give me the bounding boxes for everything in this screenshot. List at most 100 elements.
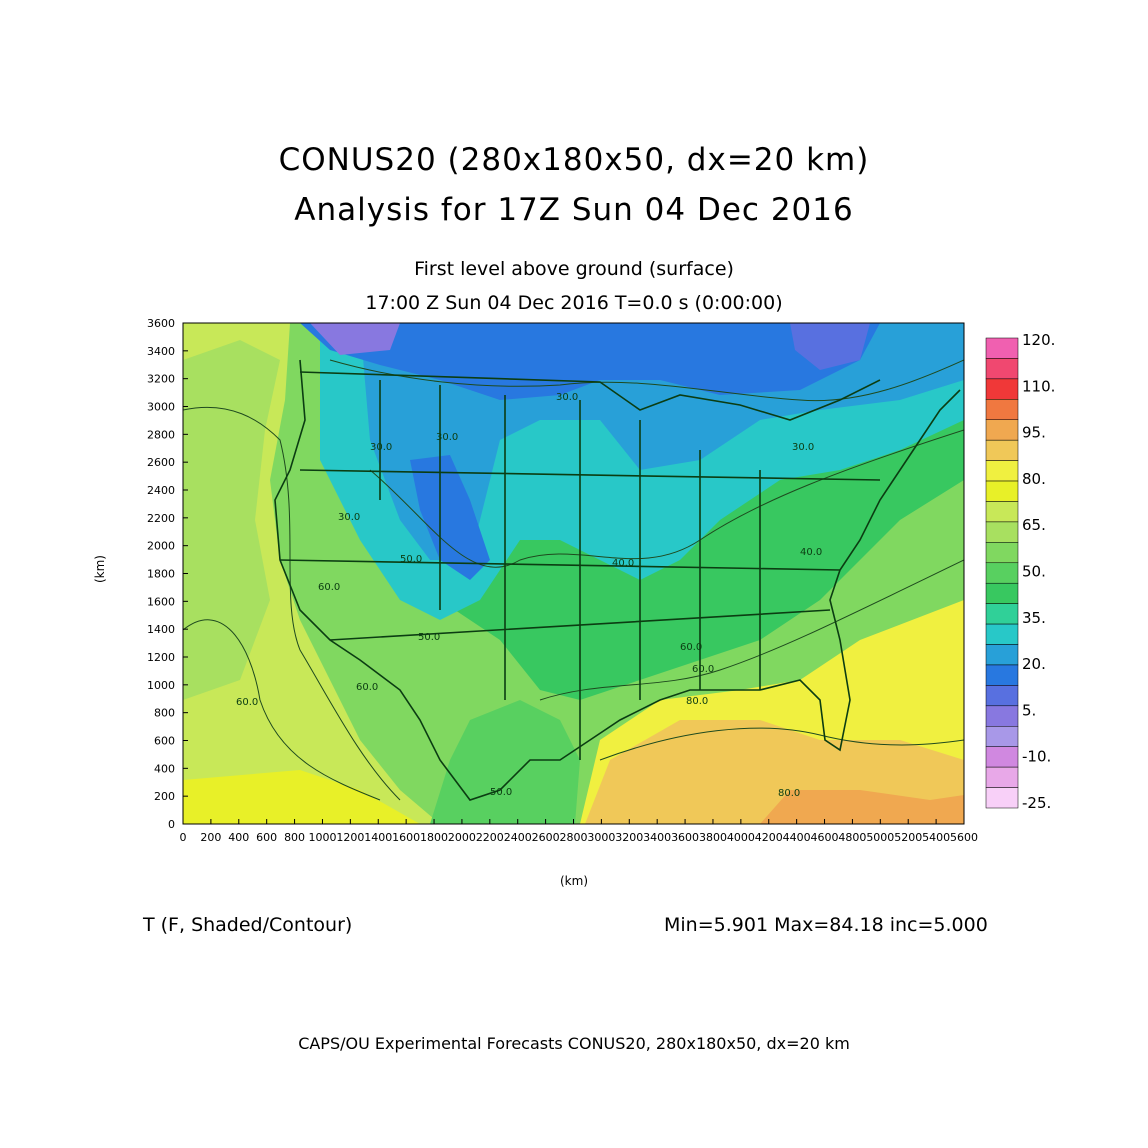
colorbar-label: 5. — [1022, 701, 1036, 719]
contour-label: 40.0 — [800, 547, 822, 558]
colorbar-swatch — [985, 787, 1019, 809]
y-axis: 0 200 400 600 800 1000 1200 1400 1600 1800 2000 220… — [147, 317, 188, 831]
contour-label: 30.0 — [370, 442, 392, 453]
x-tick-label: 400 — [228, 831, 249, 844]
x-tick-label: 2000 — [448, 831, 476, 844]
colorbar-swatch — [985, 337, 1019, 359]
colorbar-swatch — [985, 644, 1019, 666]
x-tick-label: 600 — [256, 831, 277, 844]
y-tick-label: 2400 — [147, 484, 175, 497]
y-tick-label: 1800 — [147, 568, 175, 581]
contour-label: 60.0 — [692, 664, 714, 675]
subtitle-time: 17:00 Z Sun 04 Dec 2016 T=0.0 s (0:00:00… — [365, 292, 783, 314]
contour-label: 50.0 — [418, 632, 440, 643]
credits: CAPS/OU Experimental Forecasts CONUS20, … — [298, 1034, 850, 1053]
colorbar-label: -10. — [1022, 748, 1051, 766]
y-tick-label: 800 — [154, 707, 175, 720]
field-description: T (F, Shaded/Contour) — [143, 914, 353, 936]
contour-label: 60.0 — [318, 582, 340, 593]
colorbar-label: 20. — [1022, 655, 1046, 673]
x-tick-label: 2600 — [532, 831, 560, 844]
x-tick-label: 3600 — [671, 831, 699, 844]
colorbar-swatch — [985, 766, 1019, 788]
colorbar-swatch — [985, 439, 1019, 461]
colorbar-label: 110. — [1022, 377, 1055, 395]
colorbar-swatch — [985, 562, 1019, 584]
colorbar-label: 35. — [1022, 609, 1046, 627]
subtitle-level: First level above ground (surface) — [414, 258, 734, 280]
colorbar-swatch — [985, 399, 1019, 420]
x-tick-label: 3800 — [699, 831, 727, 844]
state-boundaries — [274, 359, 961, 801]
colorbar-swatch — [985, 378, 1019, 400]
x-tick-label: 4800 — [838, 831, 866, 844]
colorbar-swatch — [985, 726, 1019, 747]
contour-label: 60.0 — [236, 697, 258, 708]
y-tick-label: 1200 — [147, 651, 175, 664]
y-tick-label: 400 — [154, 762, 175, 775]
contour-label: 30.0 — [556, 392, 578, 403]
x-tick-label: 1400 — [364, 831, 392, 844]
contour-label: 30.0 — [792, 442, 814, 453]
contour-label: 50.0 — [490, 787, 512, 798]
y-tick-label: 3600 — [147, 317, 175, 330]
x-tick-label: 3000 — [587, 831, 615, 844]
y-tick-label: 1000 — [147, 679, 175, 692]
colorbar-swatch — [985, 664, 1019, 686]
x-axis-label: (km) — [560, 874, 589, 888]
x-tick-label: 800 — [284, 831, 305, 844]
contour-label: 50.0 — [400, 554, 422, 565]
colorbar-swatch — [985, 358, 1019, 380]
x-tick-label: 4200 — [755, 831, 783, 844]
colorbar-label: -25. — [1022, 794, 1051, 812]
x-tick-label: 2400 — [504, 831, 532, 844]
contour-lines — [183, 359, 964, 801]
contour-labels: 30.0 30.0 30.0 30.0 30.0 40.0 40.0 50.0 … — [236, 392, 822, 799]
x-tick-label: 5000 — [866, 831, 894, 844]
colorbar-label: 120. — [1022, 331, 1055, 349]
x-tick-label: 200 — [200, 831, 221, 844]
colorbar-swatch — [985, 542, 1019, 564]
contour-label: 60.0 — [680, 642, 702, 653]
x-tick-label: 2200 — [476, 831, 504, 844]
colorbar-swatch — [985, 501, 1019, 523]
shaded-field — [183, 323, 964, 824]
colorbar: 120. 110. 95. 80. 65. 50. 35. 20. 5. -10. -25. — [985, 331, 1055, 812]
colorbar-swatch — [985, 746, 1019, 768]
x-tick-label: 1200 — [336, 831, 364, 844]
x-tick-label: 5600 — [950, 831, 978, 844]
x-axis: 0 200 400 600 800 1000 1200 1400 1600 1800 2000 220… — [180, 819, 978, 844]
y-tick-label: 200 — [154, 790, 175, 803]
colorbar-label: 50. — [1022, 563, 1046, 581]
y-tick-label: 600 — [154, 735, 175, 748]
y-tick-label: 3000 — [147, 401, 175, 414]
x-tick-label: 4400 — [783, 831, 811, 844]
contour-label: 40.0 — [612, 558, 634, 569]
x-tick-label: 1600 — [392, 831, 420, 844]
colorbar-swatch — [985, 480, 1019, 502]
colorbar-label: 80. — [1022, 470, 1046, 488]
contour-label: 80.0 — [778, 788, 800, 799]
y-tick-label: 3400 — [147, 345, 175, 358]
x-tick-label: 3400 — [643, 831, 671, 844]
y-tick-label: 2200 — [147, 512, 175, 525]
x-tick-label: 2800 — [560, 831, 588, 844]
title-line-2: Analysis for 17Z Sun 04 Dec 2016 — [294, 192, 854, 228]
colorbar-label: 65. — [1022, 516, 1046, 534]
colorbar-swatch — [985, 460, 1019, 482]
y-tick-label: 1400 — [147, 623, 175, 636]
title-line-1: CONUS20 (280x180x50, dx=20 km) — [278, 142, 870, 178]
x-tick-label: 1000 — [308, 831, 336, 844]
y-tick-label: 3200 — [147, 373, 175, 386]
x-tick-label: 5400 — [922, 831, 950, 844]
colorbar-swatch — [985, 685, 1019, 707]
y-tick-label: 2800 — [147, 428, 175, 441]
y-tick-label: 2000 — [147, 540, 175, 553]
colorbar-swatch — [985, 623, 1019, 645]
y-axis-label: (km) — [93, 554, 108, 584]
colorbar-swatch — [985, 582, 1019, 604]
x-tick-label: 4600 — [811, 831, 839, 844]
contour-label: 30.0 — [338, 512, 360, 523]
x-tick-label: 0 — [180, 831, 187, 844]
